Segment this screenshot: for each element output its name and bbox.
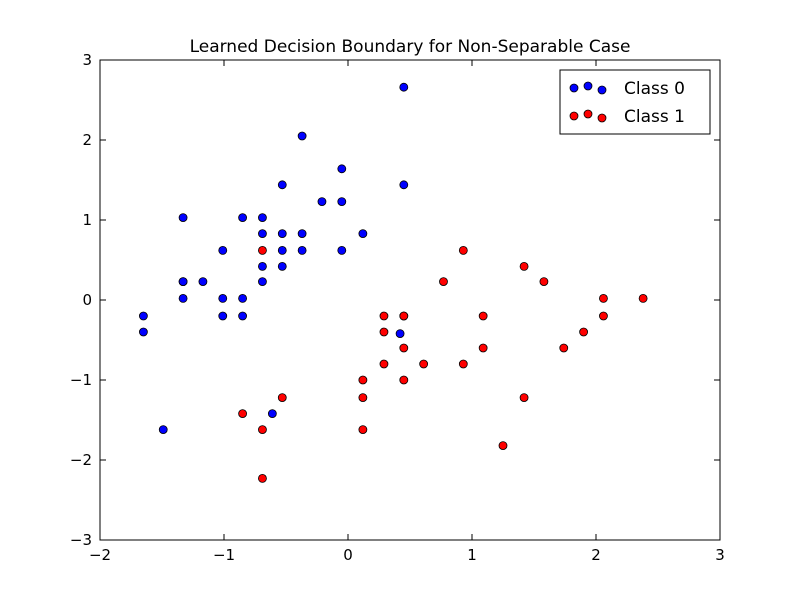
scatter-point bbox=[599, 311, 608, 321]
scatter-point bbox=[579, 327, 588, 337]
x-tick-label: 0 bbox=[343, 546, 353, 564]
y-tick-label: 1 bbox=[82, 211, 92, 229]
scatter-point bbox=[258, 229, 267, 239]
scatter-point bbox=[198, 277, 208, 287]
scatter-point bbox=[258, 425, 267, 435]
y-tick-label: 0 bbox=[82, 291, 92, 309]
scatter-point bbox=[358, 425, 368, 435]
scatter-point bbox=[138, 327, 148, 337]
legend-label: Class 0 bbox=[624, 79, 685, 99]
scatter-point bbox=[439, 277, 448, 287]
scatter-point bbox=[238, 213, 248, 223]
x-tick-label: 1 bbox=[467, 546, 477, 564]
series-0 bbox=[138, 82, 409, 435]
scatter-point bbox=[358, 375, 368, 385]
scatter-point bbox=[238, 409, 248, 419]
scatter-point bbox=[178, 293, 188, 303]
scatter-point bbox=[498, 441, 508, 451]
scatter-point bbox=[267, 409, 277, 419]
y-tick-label: −3 bbox=[70, 531, 92, 549]
scatter-point bbox=[379, 359, 389, 369]
chart-title: Learned Decision Boundary for Non-Separa… bbox=[190, 37, 631, 57]
scatter-point bbox=[258, 213, 267, 223]
x-tick-label: −2 bbox=[89, 546, 111, 564]
scatter-point bbox=[458, 359, 468, 369]
scatter-point bbox=[258, 261, 267, 271]
scatter-point bbox=[559, 343, 569, 353]
scatter-point bbox=[317, 197, 327, 207]
scatter-point bbox=[238, 293, 248, 303]
scatter-point bbox=[277, 261, 287, 271]
scatter-point bbox=[337, 164, 347, 174]
scatter-point bbox=[158, 425, 168, 435]
x-tick-label: −1 bbox=[213, 546, 235, 564]
scatter-point bbox=[599, 293, 608, 303]
scatter-point bbox=[277, 180, 287, 190]
scatter-point bbox=[419, 359, 429, 369]
legend-marker bbox=[597, 85, 607, 95]
y-tick-label: −1 bbox=[70, 371, 92, 389]
scatter-point bbox=[277, 393, 287, 403]
y-tick-label: −2 bbox=[70, 451, 92, 469]
scatter-point bbox=[178, 213, 188, 223]
scatter-point bbox=[395, 329, 405, 339]
scatter-point bbox=[258, 245, 267, 255]
x-tick-label: 2 bbox=[591, 546, 601, 564]
scatter-point bbox=[379, 311, 389, 321]
scatter-point bbox=[358, 229, 368, 239]
scatter-point bbox=[399, 375, 409, 385]
scatter-point bbox=[277, 229, 287, 239]
scatter-point bbox=[379, 327, 389, 337]
scatter-point bbox=[218, 293, 228, 303]
legend-marker bbox=[569, 83, 579, 93]
scatter-point bbox=[337, 245, 347, 255]
y-tick-label: 2 bbox=[82, 131, 92, 149]
scatter-point bbox=[399, 311, 409, 321]
scatter-point bbox=[297, 245, 307, 255]
scatter-point bbox=[337, 197, 347, 207]
scatter-point bbox=[258, 473, 267, 483]
scatter-point bbox=[399, 343, 409, 353]
scatter-point bbox=[218, 245, 228, 255]
scatter-point bbox=[218, 311, 228, 321]
scatter-point bbox=[399, 180, 409, 190]
legend-marker bbox=[569, 111, 579, 121]
legend-box bbox=[559, 69, 711, 135]
scatter-point bbox=[297, 131, 307, 141]
scatter-point bbox=[238, 311, 248, 321]
legend-marker bbox=[583, 109, 593, 119]
y-tick-label: 3 bbox=[82, 51, 92, 69]
scatter-point bbox=[297, 229, 307, 239]
scatter-point bbox=[539, 277, 549, 287]
series-1 bbox=[238, 245, 648, 483]
scatter-point bbox=[478, 343, 488, 353]
scatter-point bbox=[399, 82, 409, 92]
scatter-point bbox=[458, 245, 468, 255]
points-layer bbox=[138, 82, 648, 483]
scatter-point bbox=[178, 277, 188, 287]
scatter-point bbox=[638, 293, 648, 303]
scatter-point bbox=[358, 393, 368, 403]
legend-marker bbox=[583, 81, 593, 91]
scatter-point bbox=[519, 261, 529, 271]
legend-marker bbox=[597, 113, 607, 123]
scatter-point bbox=[519, 393, 529, 403]
scatter-point bbox=[277, 245, 287, 255]
x-tick-label: 3 bbox=[715, 546, 725, 564]
scatter-point bbox=[258, 277, 267, 287]
legend-label: Class 1 bbox=[624, 107, 685, 127]
scatter-point bbox=[138, 311, 148, 321]
scatter-point bbox=[478, 311, 488, 321]
legend: Class 0 Class 1 bbox=[559, 69, 711, 135]
